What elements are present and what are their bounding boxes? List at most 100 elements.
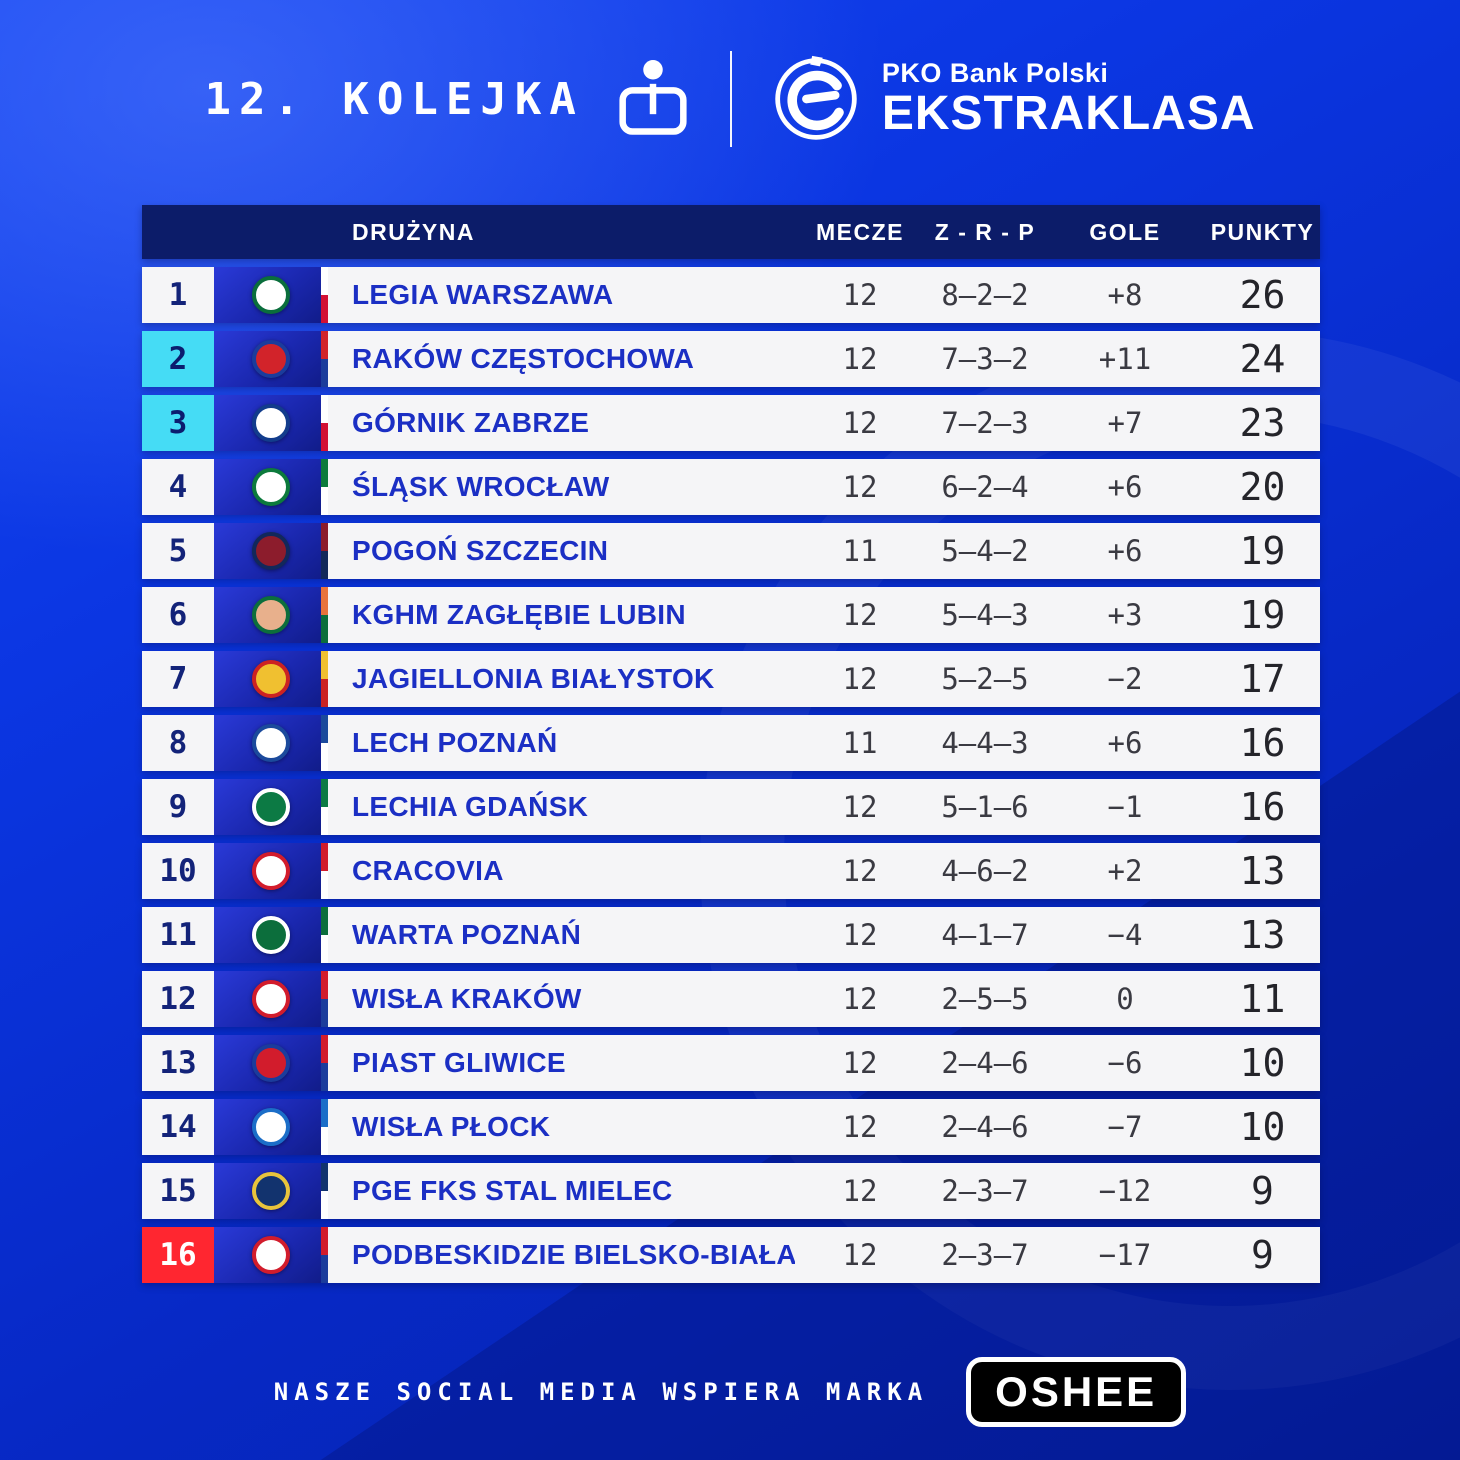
rank-cell: 15 bbox=[142, 1163, 214, 1219]
points-value: 9 bbox=[1205, 1163, 1320, 1219]
ekstraklasa-ball-icon bbox=[770, 53, 862, 145]
table-row: 3 GÓRNIK ZABRZE 12 7–2–3 +7 23 bbox=[142, 395, 1320, 451]
team-crest-icon bbox=[252, 660, 290, 698]
matches-value: 12 bbox=[795, 587, 925, 643]
matches-value: 12 bbox=[795, 459, 925, 515]
team-color-stripe bbox=[321, 971, 328, 1027]
team-name: POGOŃ SZCZECIN bbox=[328, 523, 795, 579]
col-team: DRUŻYNA bbox=[352, 218, 475, 245]
team-color-stripe bbox=[321, 331, 328, 387]
team-color-stripe bbox=[321, 587, 328, 643]
team-crest-icon bbox=[252, 1236, 290, 1274]
goals-value: +6 bbox=[1045, 715, 1205, 771]
record-value: 6–2–4 bbox=[925, 459, 1045, 515]
crest-cell bbox=[214, 459, 328, 515]
team-name: JAGIELLONIA BIAŁYSTOK bbox=[328, 651, 795, 707]
matches-value: 12 bbox=[795, 1099, 925, 1155]
crest-cell bbox=[214, 971, 328, 1027]
crest-cell bbox=[214, 587, 328, 643]
matches-value: 12 bbox=[795, 267, 925, 323]
goals-value: −17 bbox=[1045, 1227, 1205, 1283]
rank-cell: 7 bbox=[142, 651, 214, 707]
table-row: 1 LEGIA WARSZAWA 12 8–2–2 +8 26 bbox=[142, 267, 1320, 323]
rank-cell: 6 bbox=[142, 587, 214, 643]
matches-value: 12 bbox=[795, 331, 925, 387]
table-row: 7 JAGIELLONIA BIAŁYSTOK 12 5–2–5 −2 17 bbox=[142, 651, 1320, 707]
matches-value: 12 bbox=[795, 843, 925, 899]
team-color-stripe bbox=[321, 267, 328, 323]
crest-cell bbox=[214, 779, 328, 835]
record-value: 5–4–2 bbox=[925, 523, 1045, 579]
record-value: 2–3–7 bbox=[925, 1163, 1045, 1219]
goals-value: +6 bbox=[1045, 523, 1205, 579]
league-text: PKO Bank Polski EKSTRAKLASA bbox=[881, 58, 1256, 140]
table-header: DRUŻYNA MECZE Z - R - P GOLE PUNKTY bbox=[142, 205, 1320, 259]
rank-cell: 2 bbox=[142, 331, 214, 387]
goals-value: +6 bbox=[1045, 459, 1205, 515]
record-value: 4–1–7 bbox=[925, 907, 1045, 963]
record-value: 7–2–3 bbox=[925, 395, 1045, 451]
points-value: 13 bbox=[1205, 907, 1320, 963]
crest-cell bbox=[214, 1099, 328, 1155]
team-name: LEGIA WARSZAWA bbox=[328, 267, 795, 323]
table-row: 12 WISŁA KRAKÓW 12 2–5–5 0 11 bbox=[142, 971, 1320, 1027]
team-color-stripe bbox=[321, 843, 328, 899]
matches-value: 12 bbox=[795, 971, 925, 1027]
goals-value: +2 bbox=[1045, 843, 1205, 899]
table-row: 11 WARTA POZNAŃ 12 4–1–7 −4 13 bbox=[142, 907, 1320, 963]
crest-cell bbox=[214, 267, 328, 323]
goals-value: 0 bbox=[1045, 971, 1205, 1027]
goals-value: −6 bbox=[1045, 1035, 1205, 1091]
team-crest-icon bbox=[252, 404, 290, 442]
rank-cell: 16 bbox=[142, 1227, 214, 1283]
table-row: 13 PIAST GLIWICE 12 2–4–6 −6 10 bbox=[142, 1035, 1320, 1091]
footer: NASZE SOCIAL MEDIA WSPIERA MARKA OSHEE bbox=[0, 1352, 1460, 1432]
matches-value: 12 bbox=[795, 1227, 925, 1283]
col-points: PUNKTY bbox=[1210, 218, 1315, 245]
team-name: PIAST GLIWICE bbox=[328, 1035, 795, 1091]
rank-cell: 14 bbox=[142, 1099, 214, 1155]
team-name: CRACOVIA bbox=[328, 843, 795, 899]
crest-cell bbox=[214, 715, 328, 771]
team-color-stripe bbox=[321, 523, 328, 579]
table-row: 6 KGHM ZAGŁĘBIE LUBIN 12 5–4–3 +3 19 bbox=[142, 587, 1320, 643]
rank-cell: 13 bbox=[142, 1035, 214, 1091]
crest-cell bbox=[214, 907, 328, 963]
goals-value: +8 bbox=[1045, 267, 1205, 323]
team-crest-icon bbox=[252, 852, 290, 890]
team-crest-icon bbox=[252, 340, 290, 378]
matches-value: 12 bbox=[795, 779, 925, 835]
rank-cell: 11 bbox=[142, 907, 214, 963]
rank-cell: 10 bbox=[142, 843, 214, 899]
points-value: 13 bbox=[1205, 843, 1320, 899]
team-name: ŚLĄSK WROCŁAW bbox=[328, 459, 795, 515]
team-crest-icon bbox=[252, 980, 290, 1018]
league-name: EKSTRAKLASA bbox=[881, 86, 1256, 140]
goals-value: −1 bbox=[1045, 779, 1205, 835]
goals-value: −7 bbox=[1045, 1099, 1205, 1155]
table-row: 14 WISŁA PŁOCK 12 2–4–6 −7 10 bbox=[142, 1099, 1320, 1155]
team-color-stripe bbox=[321, 395, 328, 451]
matches-value: 11 bbox=[795, 715, 925, 771]
team-crest-icon bbox=[252, 596, 290, 634]
table-row: 15 PGE FKS STAL MIELEC 12 2–3–7 −12 9 bbox=[142, 1163, 1320, 1219]
points-value: 26 bbox=[1205, 267, 1320, 323]
team-crest-icon bbox=[252, 1044, 290, 1082]
team-name: WISŁA PŁOCK bbox=[328, 1099, 795, 1155]
matches-value: 12 bbox=[795, 1035, 925, 1091]
team-crest-icon bbox=[252, 1172, 290, 1210]
crest-cell bbox=[214, 523, 328, 579]
points-value: 17 bbox=[1205, 651, 1320, 707]
record-value: 7–3–2 bbox=[925, 331, 1045, 387]
matches-value: 12 bbox=[795, 395, 925, 451]
team-name: GÓRNIK ZABRZE bbox=[328, 395, 795, 451]
header-divider bbox=[729, 51, 732, 147]
team-name: PODBESKIDZIE BIELSKO-BIAŁA bbox=[328, 1227, 797, 1283]
points-value: 19 bbox=[1205, 523, 1320, 579]
matches-value: 11 bbox=[795, 523, 925, 579]
record-value: 5–4–3 bbox=[925, 587, 1045, 643]
col-goals: GOLE bbox=[1089, 218, 1161, 245]
points-value: 11 bbox=[1205, 971, 1320, 1027]
team-name: KGHM ZAGŁĘBIE LUBIN bbox=[328, 587, 795, 643]
